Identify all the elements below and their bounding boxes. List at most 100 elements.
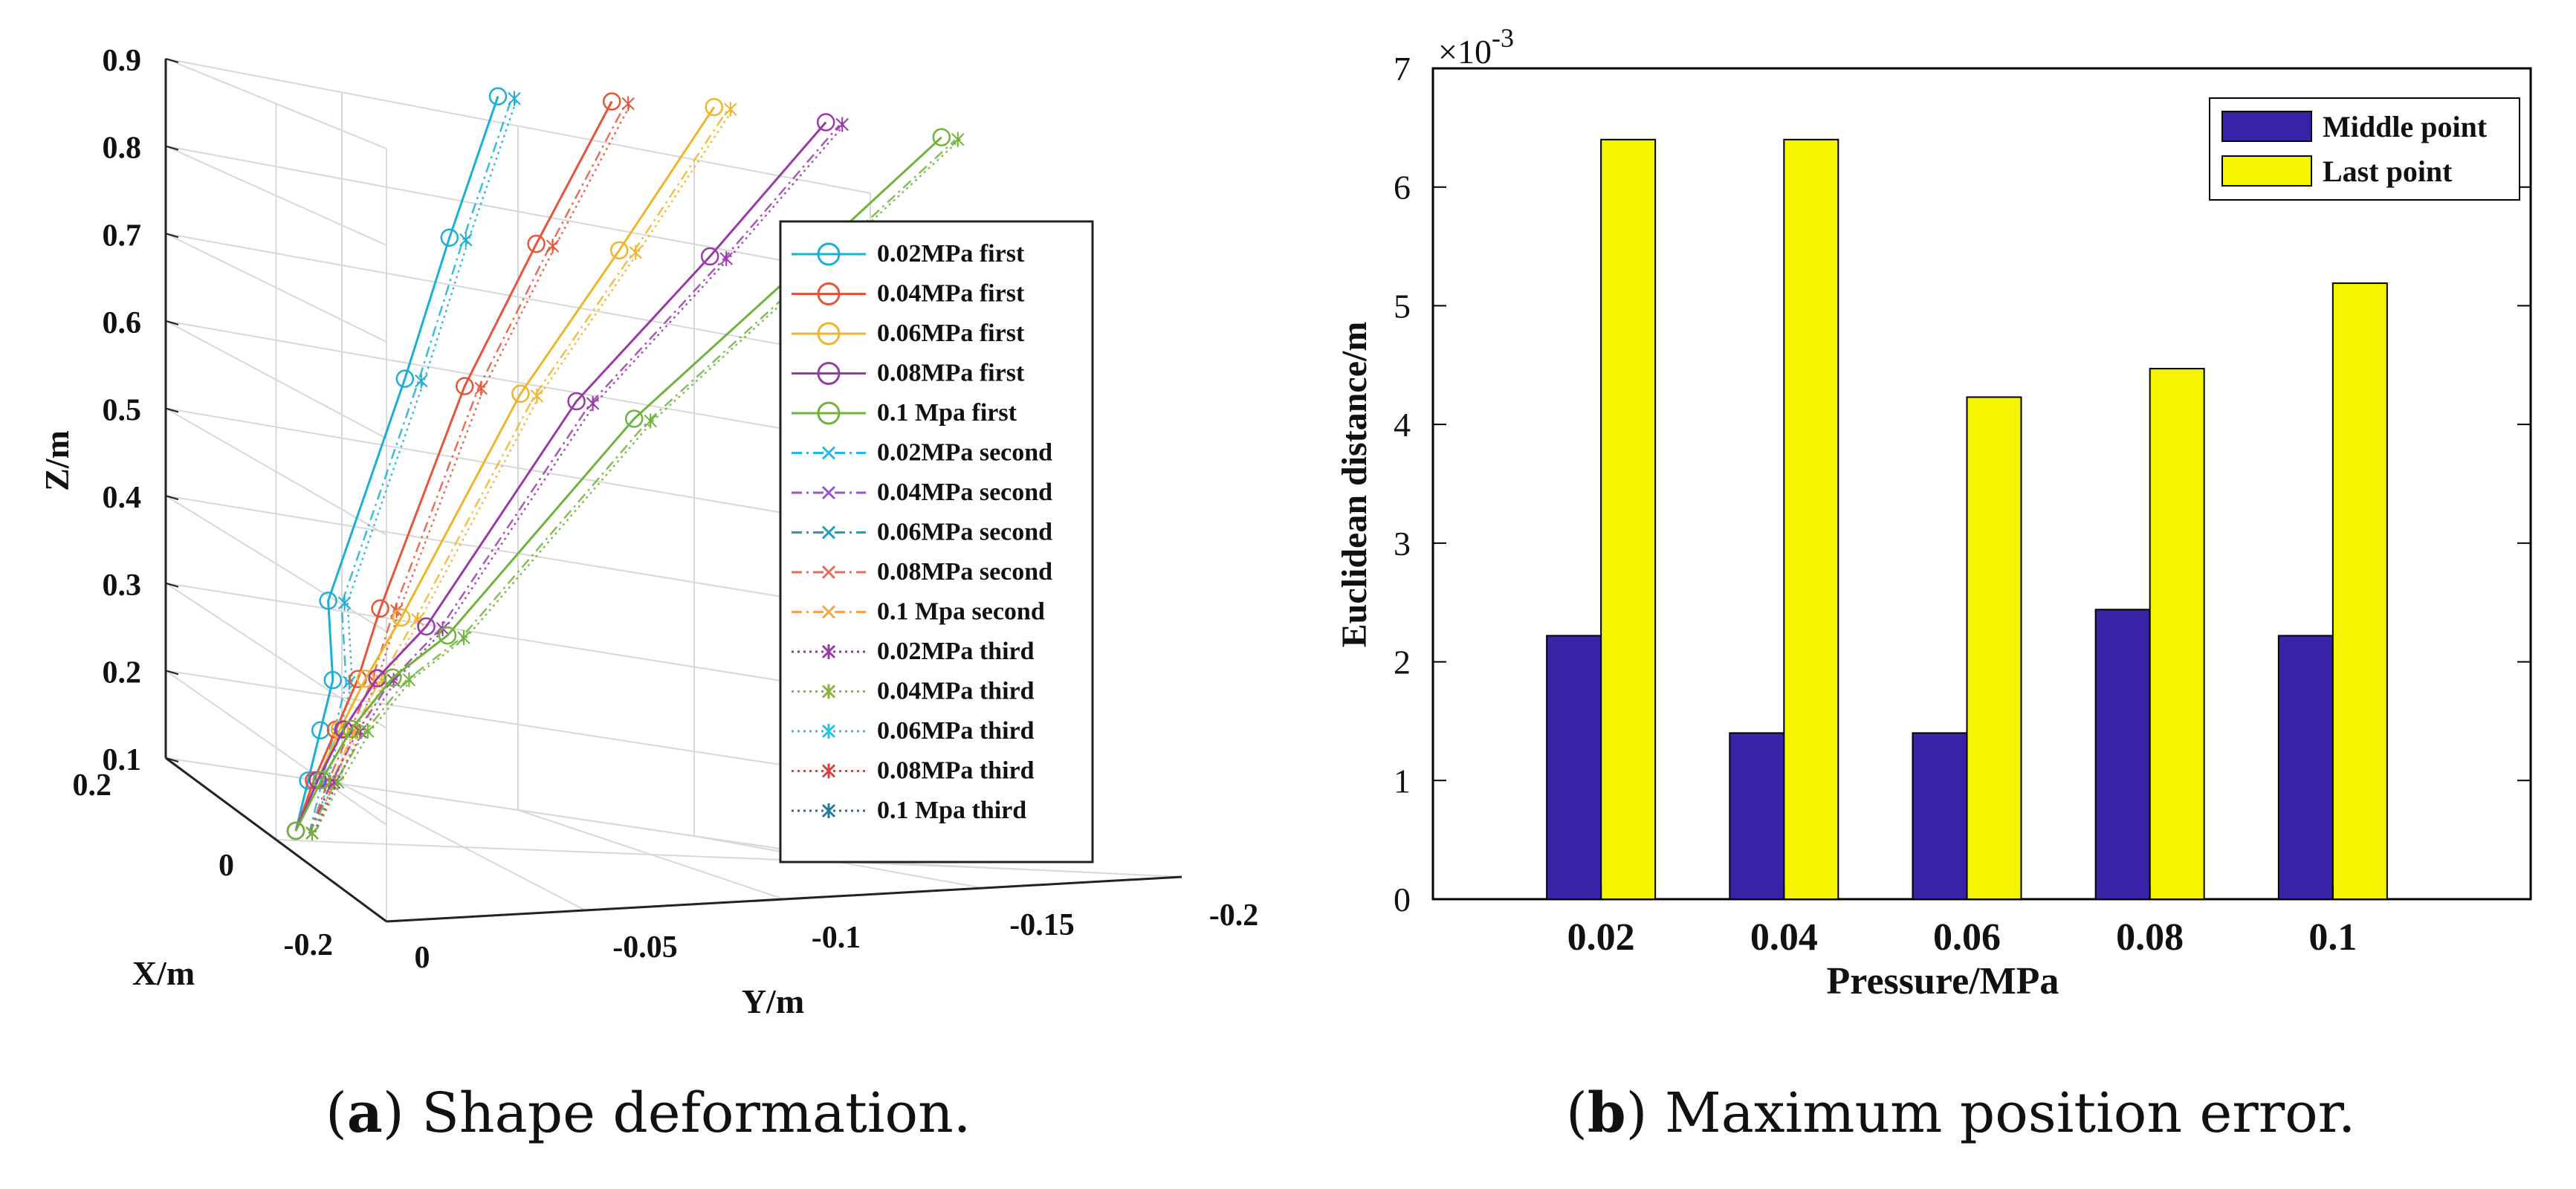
point-marker-circle (488, 87, 508, 106)
legend-swatch (2221, 111, 2312, 142)
point-marker-star (331, 774, 345, 790)
bar-last-point (1966, 396, 2022, 900)
point-marker-circle (342, 719, 361, 739)
z-tick-mark (165, 582, 179, 588)
point-marker-star (951, 132, 965, 147)
z-tick-label: 0.9 (103, 44, 142, 78)
y-tick-label: 2 (1394, 644, 1411, 681)
legend-label: 0.1 Mpa third (877, 797, 1026, 824)
panel-b-x-ticks: 0.02 0.04 0.06 0.08 0.1 (1567, 886, 2357, 959)
bar-middle-point (2094, 609, 2151, 900)
point-marker-star (474, 380, 488, 396)
legend-marker-x (821, 485, 836, 500)
y-tick-label: -0.2 (1209, 898, 1259, 933)
point-marker-circle (602, 92, 621, 111)
panel-a-z-ticks: 0.9 0.8 0.7 0.6 0.5 0.4 0.3 0.2 0.1 (103, 44, 179, 777)
panel-a-x-ticks: 0.2 0 -0.2 (73, 768, 334, 962)
bar-middle-point (2277, 635, 2334, 900)
point-marker-circle (286, 821, 305, 840)
caption-b: (b) Maximum position error. (1566, 1081, 2356, 1145)
legend-marker-star (821, 684, 836, 699)
panel-a-y-ticks: 0 -0.05 -0.1 -0.15 -0.2 (415, 898, 1259, 975)
caption-a-text: ) Shape deformation. (382, 1081, 971, 1145)
legend-marker-star (821, 763, 836, 779)
z-tick-label: 0.8 (103, 132, 142, 166)
legend-marker-x (821, 446, 836, 460)
bar-middle-point (1729, 732, 1785, 901)
curve-second (308, 109, 728, 835)
legend-label: 0.04MPa first (877, 280, 1025, 308)
point-marker-circle (392, 608, 411, 627)
point-marker-star (402, 672, 416, 687)
caption-a-letter: a (346, 1081, 383, 1145)
point-marker-circle (356, 670, 375, 688)
point-marker-circle (455, 377, 474, 395)
point-marker-circle (511, 384, 530, 404)
point-marker-circle (319, 592, 337, 610)
exponent-power: -3 (1492, 23, 1514, 53)
grid-line (165, 757, 871, 863)
y-tick-label: -0.05 (612, 930, 678, 965)
curve-third (314, 108, 734, 833)
x-axis-line (165, 757, 387, 923)
point-marker-star (835, 117, 849, 132)
curve-second (308, 124, 841, 835)
y-tick-label: -0.15 (1009, 908, 1075, 942)
curve-third (314, 97, 519, 833)
x-axis-label: X/m (132, 954, 195, 992)
legend-label: 0.06MPa third (877, 717, 1035, 745)
legend-marker-x (821, 525, 836, 540)
bar-last-point (2149, 368, 2205, 900)
point-marker-star (586, 396, 600, 411)
point-marker-circle (567, 392, 586, 411)
caption-a: (a) Shape deformation. (326, 1081, 971, 1145)
x-tick-label: 0.1 (2308, 916, 2357, 959)
legend-marker-star (821, 803, 836, 818)
point-marker-circle (395, 369, 415, 388)
point-marker-circle (624, 409, 644, 428)
x-tick-label: 0.2 (73, 768, 112, 803)
caption-b-letter: b (1587, 1081, 1626, 1145)
point-marker-circle (384, 668, 402, 687)
y-tick-label: 0 (1394, 881, 1411, 919)
y-tick-label: -0.1 (812, 921, 861, 955)
legend-label: 0.06MPa first (877, 320, 1025, 347)
point-marker-circle (705, 97, 724, 117)
y-tick-label: 3 (1394, 525, 1411, 563)
legend-label: 0.1 Mpa first (877, 399, 1017, 427)
legend-label: 0.02MPa second (877, 439, 1052, 467)
legend-marker-circle (817, 362, 841, 385)
panel-b-legend: Middle point Last point (2209, 97, 2520, 201)
point-marker-circle (700, 247, 719, 266)
y-tick-label: 5 (1394, 287, 1411, 325)
z-tick-mark (165, 407, 179, 413)
point-marker-star (629, 244, 642, 260)
legend-label: 0.08MPa first (877, 360, 1025, 387)
panel-b-y-ticks: 0 1 2 3 4 5 6 7 (1394, 50, 2531, 919)
legend-label: 0.1 Mpa second (877, 598, 1045, 626)
panel-a-curves (286, 87, 965, 840)
z-tick-label: 0.7 (103, 218, 142, 253)
point-marker-star (724, 102, 737, 117)
legend-label: 0.02MPa first (877, 240, 1025, 268)
legend-label: 0.06MPa second (877, 519, 1052, 546)
bar-middle-point (1912, 732, 1968, 901)
point-marker-star (361, 724, 375, 739)
curve-third (314, 137, 962, 833)
curve-first (294, 136, 942, 832)
x-axis-label-b: Pressure/MPa (1827, 960, 2059, 1002)
legend-marker-star (821, 724, 836, 739)
point-marker-circle (816, 113, 835, 132)
panel-b-bar-chart: 0 1 2 3 4 5 6 7 0.02 0.04 0.06 0.08 0.1 ×10-3 Eucli… (1335, 23, 2532, 1002)
point-marker-star (337, 595, 352, 611)
z-tick-mark (165, 757, 179, 762)
point-marker-circle (417, 617, 436, 636)
z-axis-label: Z/m (38, 430, 76, 491)
x-tick-label: 0.02 (1567, 916, 1635, 959)
bar-last-point (1783, 138, 1839, 901)
curve-third (314, 123, 847, 833)
exponent-label: ×10-3 (1438, 23, 1514, 71)
x-tick-label: 0 (219, 849, 234, 883)
caption-b-text: ) Maximum position error. (1625, 1081, 2356, 1145)
legend-label: 0.08MPa second (877, 558, 1052, 586)
